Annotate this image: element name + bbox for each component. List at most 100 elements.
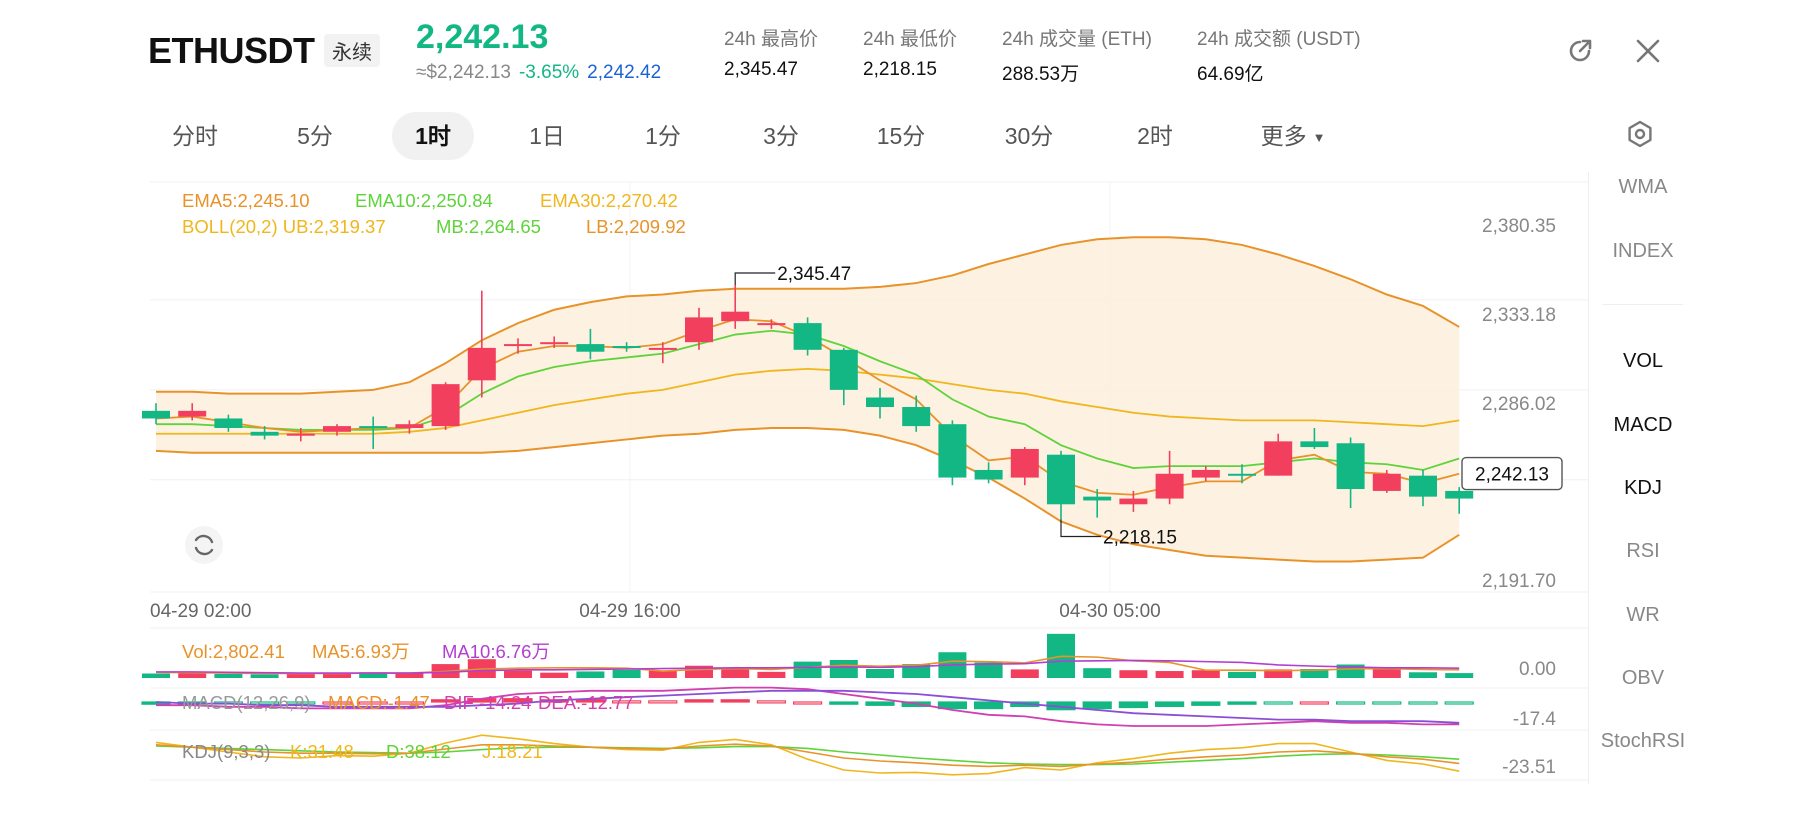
tab-more[interactable]: 更多 ▼ [1238, 112, 1348, 160]
stat-value: 2,345.47 [724, 59, 798, 80]
x-axis-tick-label: 04-30 05:00 [1059, 601, 1160, 622]
volume-bar [395, 673, 424, 678]
volume-bar [250, 674, 279, 678]
candle-body [612, 346, 641, 348]
indicator-obv[interactable]: OBV [1621, 667, 1665, 689]
volume-bar [359, 672, 388, 678]
volume-bar [1264, 669, 1293, 678]
macd-legend-item: MACD(12,26,9) [182, 692, 311, 713]
indicator-index[interactable]: INDEX [1612, 240, 1674, 262]
tab-fenshi[interactable]: 分时 [172, 123, 218, 149]
candle [504, 338, 532, 354]
mark-price: 2,242.42 [587, 62, 662, 83]
candle [286, 428, 315, 442]
candle [540, 336, 569, 348]
candle [431, 382, 460, 430]
macd-histogram-bar [1154, 701, 1185, 708]
candle-body [1155, 473, 1184, 499]
tab-15m[interactable]: 15分 [876, 123, 926, 149]
candle [974, 462, 1003, 484]
volume-bar [1010, 669, 1039, 678]
low-marker-line [1060, 519, 1101, 538]
macd-histogram-bar [358, 701, 388, 705]
indicator-stochrsi[interactable]: StochRSI [1600, 730, 1686, 752]
volume-bar [721, 668, 750, 678]
volume-bar [1083, 668, 1112, 678]
macd-histogram-bar [1372, 701, 1402, 705]
low-price-label: 2,218.15 [1103, 528, 1177, 549]
indicator-wr[interactable]: WR [1626, 604, 1660, 626]
candle-body [395, 424, 424, 428]
candle-body [685, 317, 713, 343]
candle-body [178, 410, 207, 417]
volume-bar [1155, 671, 1184, 678]
candle [1264, 433, 1293, 476]
kdj-k-line [155, 743, 1460, 768]
tab-3m[interactable]: 3分 [763, 123, 799, 149]
indicator-macd[interactable]: MACD [1613, 414, 1673, 436]
close-icon[interactable] [1630, 33, 1666, 69]
candle-body [1372, 473, 1401, 491]
reset-view-icon[interactable] [185, 526, 223, 564]
volume-bar [540, 672, 569, 678]
candle [467, 290, 496, 398]
candle-body [1047, 454, 1075, 505]
tab-30m[interactable]: 30分 [1004, 123, 1054, 149]
settings-hexagon-icon[interactable] [1622, 116, 1658, 152]
indicator-wma[interactable]: WMA [1618, 176, 1668, 198]
macd-histogram-bar [1191, 701, 1221, 706]
candle [612, 342, 641, 352]
volume-bar [1119, 670, 1148, 678]
candle [902, 395, 931, 432]
x-axis-tick-label: 04-29 02:00 [150, 601, 251, 622]
macd-histogram-bar [720, 699, 750, 703]
macd-histogram-bar [286, 701, 316, 705]
candle [757, 319, 786, 329]
candle [648, 342, 677, 364]
tab-5m[interactable]: 5分 [297, 123, 333, 149]
candle-body [1119, 498, 1148, 505]
macd-histogram-bar [829, 701, 859, 705]
price-change-percent: -3.65% [518, 62, 580, 83]
kdj-legend-item: J:18.21 [482, 741, 543, 762]
candle [1445, 487, 1474, 514]
macd-histogram-bar [431, 699, 461, 703]
tab-1d[interactable]: 1日 [529, 123, 565, 149]
macd-histogram-bar [865, 701, 895, 706]
indicator-rsi[interactable]: RSI [1626, 540, 1660, 562]
volume-bar [648, 670, 677, 678]
macd-histogram-bar [973, 701, 1004, 710]
candle-body [1010, 448, 1039, 478]
tab-2h[interactable]: 2时 [1137, 123, 1173, 149]
volume-bar [504, 670, 532, 678]
tab-1m[interactable]: 1分 [645, 123, 681, 149]
vol-legend-item: MA10:6.76万 [442, 641, 550, 662]
candle [1336, 437, 1365, 509]
candle-body [866, 397, 894, 408]
candle-body [323, 426, 351, 432]
macd-histogram-bar [684, 699, 714, 703]
candle-body [286, 433, 315, 436]
macd-histogram-bar [611, 700, 642, 704]
candle-body [721, 311, 750, 322]
tab-1h[interactable]: 1时 [392, 112, 474, 160]
macd-dif-line [156, 686, 1460, 727]
candle-body [576, 344, 605, 352]
external-link-icon[interactable] [1562, 33, 1598, 69]
indicator-kdj[interactable]: KDJ [1624, 477, 1662, 499]
macd-histogram-bar [1444, 701, 1474, 705]
current-price-tag [1461, 456, 1563, 491]
boll-upper-line [156, 236, 1460, 395]
stat-turnover: 24h 成交额 (USDT) 64.69亿 [1197, 24, 1361, 86]
stat-volume: 24h 成交量 (ETH) 288.53万 [1002, 24, 1152, 86]
stat-label: 24h 最高价 [724, 29, 818, 50]
indicator-vol[interactable]: VOL [1622, 350, 1664, 372]
macd-histogram-bar [937, 701, 968, 710]
candle [359, 416, 388, 449]
symbol-title: ETHUSDT [148, 30, 315, 71]
volume-bar [178, 672, 207, 678]
candle [323, 424, 351, 436]
macd-histogram-bar [503, 698, 533, 703]
macd-histogram-bar [575, 699, 606, 703]
